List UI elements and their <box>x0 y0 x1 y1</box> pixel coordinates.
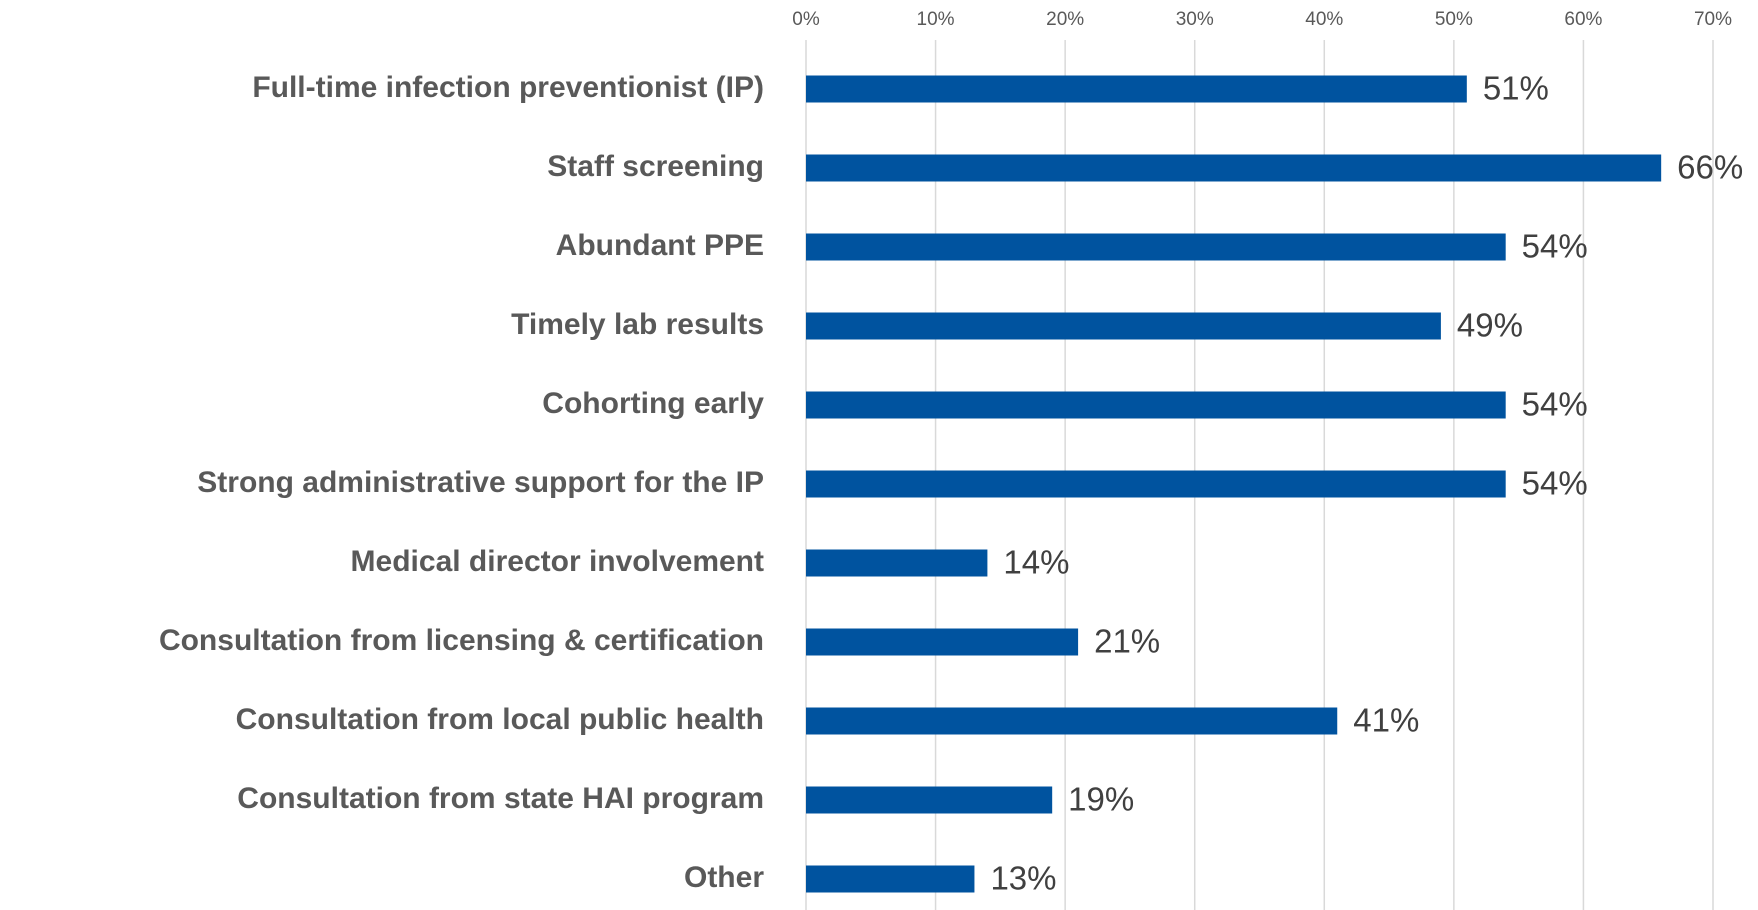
x-tick-label: 60% <box>1564 9 1602 30</box>
value-label: 66% <box>1677 149 1743 186</box>
category-label: Staff screening <box>547 150 764 183</box>
category-label: Consultation from licensing & certificat… <box>159 624 764 657</box>
x-tick-label: 20% <box>1046 9 1084 30</box>
value-label: 54% <box>1522 465 1588 502</box>
category-label: Full-time infection preventionist (IP) <box>252 71 764 104</box>
bar <box>806 154 1662 182</box>
x-tick-label: 50% <box>1435 9 1473 30</box>
x-tick-label: 0% <box>792 9 820 30</box>
bar <box>806 707 1338 735</box>
value-label: 49% <box>1457 307 1523 344</box>
value-label: 19% <box>1068 781 1134 818</box>
category-label: Other <box>684 861 764 894</box>
value-label: 54% <box>1522 228 1588 265</box>
value-label: 41% <box>1353 702 1419 739</box>
bar <box>806 233 1506 261</box>
category-label: Abundant PPE <box>556 229 764 262</box>
value-label: 21% <box>1094 623 1160 660</box>
category-label: Medical director involvement <box>351 545 764 578</box>
x-tick-label: 70% <box>1694 9 1732 30</box>
category-label: Strong administrative support for the IP <box>197 466 764 499</box>
bar <box>806 312 1441 340</box>
value-label: 54% <box>1522 386 1588 423</box>
bar <box>806 786 1053 814</box>
category-label: Consultation from local public health <box>236 703 764 736</box>
category-label: Consultation from state HAI program <box>237 782 764 815</box>
value-label: 13% <box>990 860 1056 897</box>
category-label: Timely lab results <box>511 308 764 341</box>
bar <box>806 470 1506 498</box>
x-tick-label: 30% <box>1176 9 1214 30</box>
bar <box>806 628 1079 656</box>
x-tick-label: 10% <box>917 9 955 30</box>
bar <box>806 865 975 893</box>
category-label: Cohorting early <box>542 387 764 420</box>
value-label: 51% <box>1483 70 1549 107</box>
value-label: 14% <box>1003 544 1069 581</box>
bar <box>806 75 1467 103</box>
bar <box>806 391 1506 419</box>
bar <box>806 549 988 577</box>
x-tick-label: 40% <box>1305 9 1343 30</box>
